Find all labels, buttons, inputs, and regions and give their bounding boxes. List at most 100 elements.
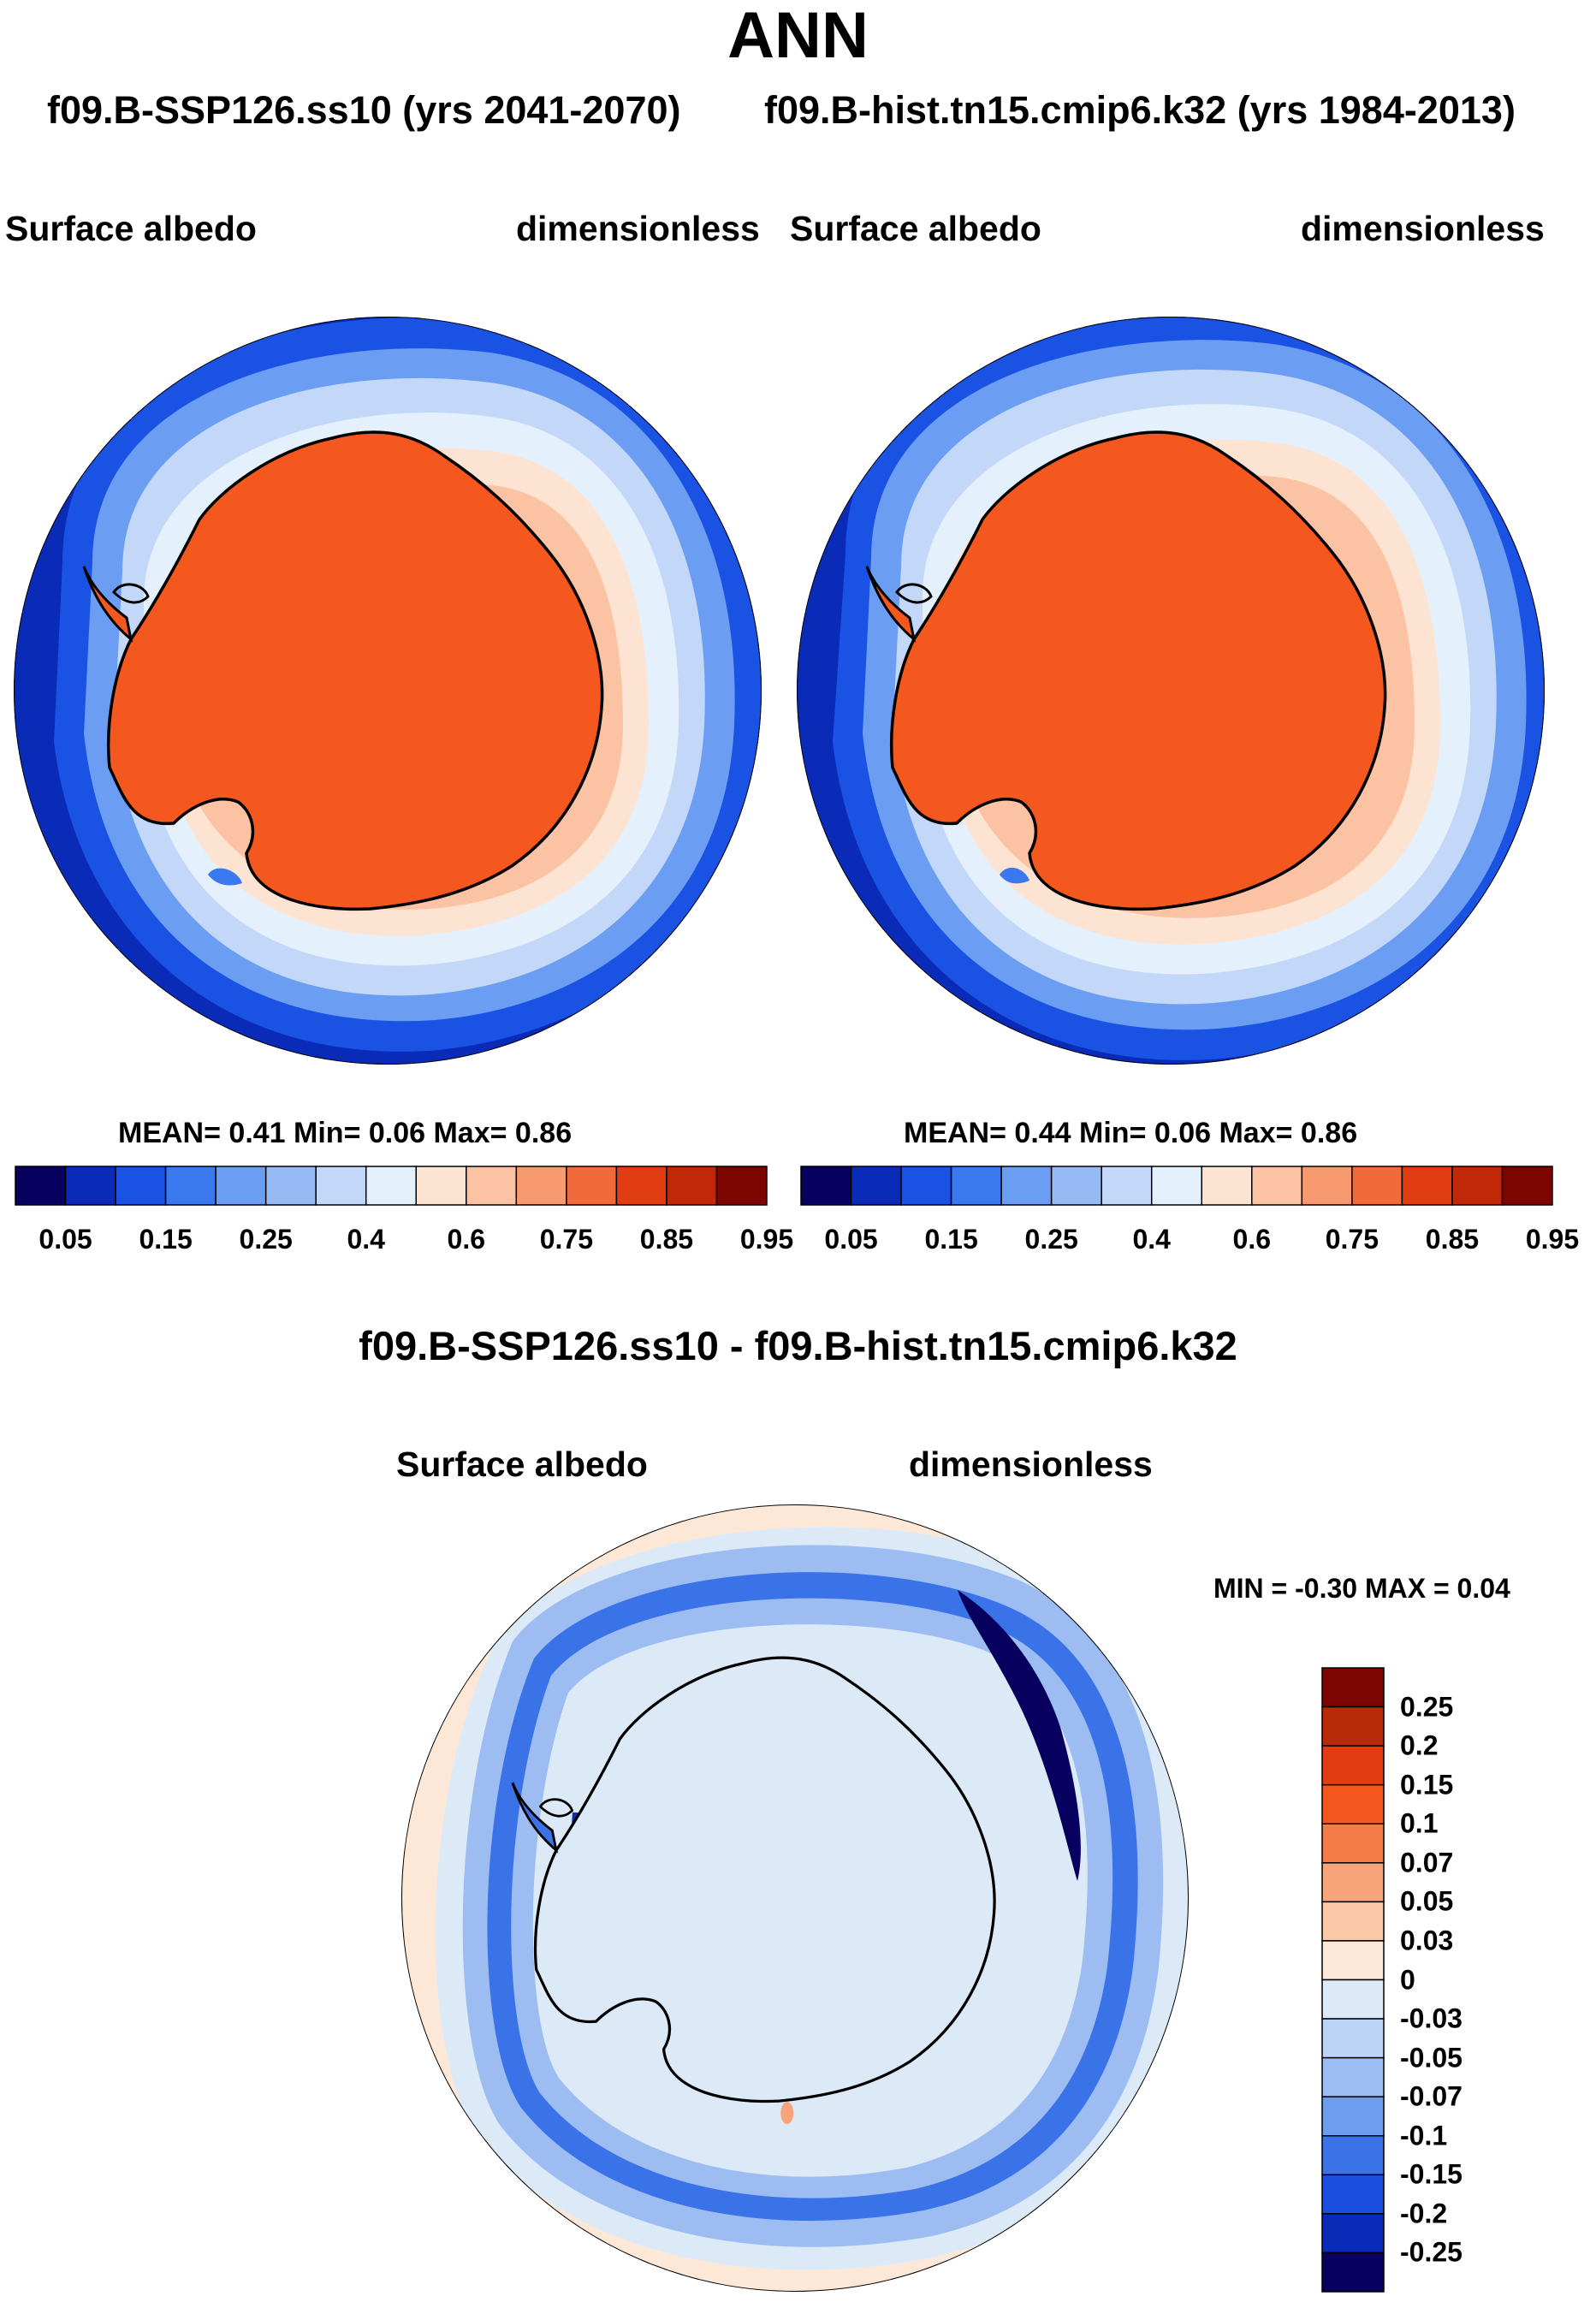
diff-colorbar-tick-label: 0.05 (1400, 1885, 1454, 1917)
left-colorbar-swatch (515, 1166, 567, 1206)
left-colorbar (15, 1166, 768, 1206)
right-variable-label: Surface albedo (790, 209, 1041, 248)
right-colorbar-tick-label: 0.25 (1024, 1224, 1078, 1255)
diff-colorbar-swatch (1321, 2096, 1385, 2137)
right-colorbar-swatch (1451, 1166, 1504, 1206)
right-colorbar-swatch (900, 1166, 952, 1206)
left-variable-label: Surface albedo (5, 209, 257, 248)
left-colorbar-tick-label: 0.25 (239, 1224, 293, 1255)
left-colorbar-swatch (666, 1166, 718, 1206)
left-colorbar-swatch (64, 1166, 116, 1206)
diff-colorbar-swatch (1321, 1823, 1385, 1864)
left-colorbar-swatch (164, 1166, 217, 1206)
left-colorbar-swatch (566, 1166, 618, 1206)
left-map-antarctica (82, 430, 604, 911)
right-colorbar-swatch (1150, 1166, 1203, 1206)
diff-colorbar-swatch (1321, 2252, 1385, 2293)
diff-colorbar-swatch (1321, 1745, 1385, 1786)
diff-minmax: MIN = -0.30 MAX = 0.04 (1213, 1573, 1510, 1604)
left-stats: MEAN= 0.41 Min= 0.06 Max= 0.86 (118, 1117, 573, 1149)
right-colorbar-tick-label: 0.95 (1525, 1224, 1580, 1255)
right-colorbar-tick-label: 0.4 (1132, 1224, 1171, 1255)
right-colorbar-swatch (1351, 1166, 1403, 1206)
diff-colorbar-tick-label: -0.1 (1400, 2120, 1448, 2151)
left-map (14, 317, 762, 1065)
left-colorbar-tick-label: 0.6 (447, 1224, 486, 1255)
diff-colorbar-tick-label: -0.2 (1400, 2198, 1448, 2229)
diff-variable-label: Surface albedo (396, 1445, 648, 1484)
right-colorbar-swatch (1101, 1166, 1153, 1206)
diff-colorbar-tick-label: 0 (1400, 1964, 1415, 1995)
left-colorbar-swatch (415, 1166, 467, 1206)
right-colorbar-swatch (950, 1166, 1002, 1206)
diff-colorbar-tick-label: -0.25 (1400, 2236, 1463, 2268)
right-units-label: dimensionless (1301, 209, 1545, 248)
diff-colorbar-tick-label: 0.25 (1400, 1691, 1454, 1723)
diff-colorbar-tick-label: -0.07 (1400, 2080, 1463, 2112)
left-colorbar-swatch (115, 1166, 167, 1206)
diff-colorbar-tick-label: -0.03 (1400, 2002, 1463, 2034)
right-colorbar-swatch (1000, 1166, 1053, 1206)
diff-colorbar-tick-label: 0.1 (1400, 1807, 1439, 1839)
right-colorbar (800, 1166, 1553, 1206)
diff-colorbar-tick-label: 0.2 (1400, 1729, 1439, 1761)
left-colorbar-swatch (715, 1166, 768, 1206)
right-colorbar-swatch (1301, 1166, 1353, 1206)
right-colorbar-tick-label: 0.15 (924, 1224, 978, 1255)
right-map (797, 317, 1545, 1065)
diff-colorbar-swatch (1321, 2213, 1385, 2254)
left-colorbar-tick-label: 0.85 (639, 1224, 694, 1255)
left-colorbar-tick-label: 0.75 (539, 1224, 593, 1255)
diff-colorbar-swatch (1321, 1940, 1385, 1981)
right-colorbar-swatch (1201, 1166, 1253, 1206)
left-colorbar-tick-label: 0.4 (347, 1224, 385, 1255)
left-colorbar-swatch (466, 1166, 518, 1206)
right-colorbar-tick-label: 0.85 (1425, 1224, 1480, 1255)
diff-title: f09.B-SSP126.ss10 - f09.B-hist.tn15.cmip… (359, 1323, 1237, 1368)
diff-colorbar (1321, 1667, 1385, 2293)
diff-colorbar-tick-label: -0.05 (1400, 2042, 1463, 2074)
right-colorbar-swatch (1251, 1166, 1303, 1206)
right-colorbar-swatch (850, 1166, 902, 1206)
diff-colorbar-tick-label: 0.15 (1400, 1769, 1454, 1801)
left-colorbar-swatch (15, 1166, 67, 1206)
diff-colorbar-swatch (1321, 1706, 1385, 1747)
diff-colorbar-swatch (1321, 1667, 1385, 1708)
main-title: ANN (727, 0, 869, 72)
left-colorbar-tick-label: 0.05 (39, 1224, 92, 1255)
diff-map (401, 1504, 1189, 2292)
diff-colorbar-tick-label: -0.15 (1400, 2158, 1463, 2190)
diff-colorbar-swatch (1321, 1979, 1385, 2020)
right-stats: MEAN= 0.44 Min= 0.06 Max= 0.86 (904, 1117, 1358, 1149)
left-colorbar-swatch (615, 1166, 667, 1206)
right-map-antarctica (865, 430, 1387, 911)
diff-units-label: dimensionless (909, 1445, 1153, 1484)
diff-colorbar-swatch (1321, 2018, 1385, 2059)
left-colorbar-swatch (365, 1166, 418, 1206)
diff-colorbar-swatch (1321, 1783, 1385, 1824)
right-colorbar-tick-label: 0.6 (1232, 1224, 1272, 1255)
right-colorbar-swatch (800, 1166, 852, 1206)
left-colorbar-swatch (315, 1166, 367, 1206)
diff-colorbar-swatch (1321, 1862, 1385, 1903)
diff-colorbar-tick-label: 0.07 (1400, 1847, 1454, 1878)
diff-colorbar-swatch (1321, 2174, 1385, 2215)
right-colorbar-tick-label: 0.75 (1325, 1224, 1379, 1255)
diff-colorbar-tick-label: 0.03 (1400, 1925, 1454, 1956)
diff-colorbar-swatch (1321, 2056, 1385, 2097)
left-colorbar-swatch (264, 1166, 317, 1206)
diff-colorbar-swatch (1321, 2135, 1385, 2176)
left-colorbar-tick-label: 0.15 (139, 1224, 193, 1255)
right-colorbar-swatch (1050, 1166, 1102, 1206)
left-units-label: dimensionless (516, 209, 760, 248)
right-colorbar-tick-label: 0.05 (824, 1224, 878, 1255)
right-colorbar-swatch (1401, 1166, 1453, 1206)
left-colorbar-tick-label: 0.95 (739, 1224, 794, 1255)
case-left-title: f09.B-SSP126.ss10 (yrs 2041-2070) (47, 88, 681, 132)
diff-colorbar-swatch (1321, 1901, 1385, 1942)
right-colorbar-swatch (1501, 1166, 1553, 1206)
left-colorbar-swatch (215, 1166, 267, 1206)
case-right-title: f09.B-hist.tn15.cmip6.k32 (yrs 1984-2013… (764, 88, 1516, 132)
diff-map-antarctica (511, 1656, 996, 2125)
